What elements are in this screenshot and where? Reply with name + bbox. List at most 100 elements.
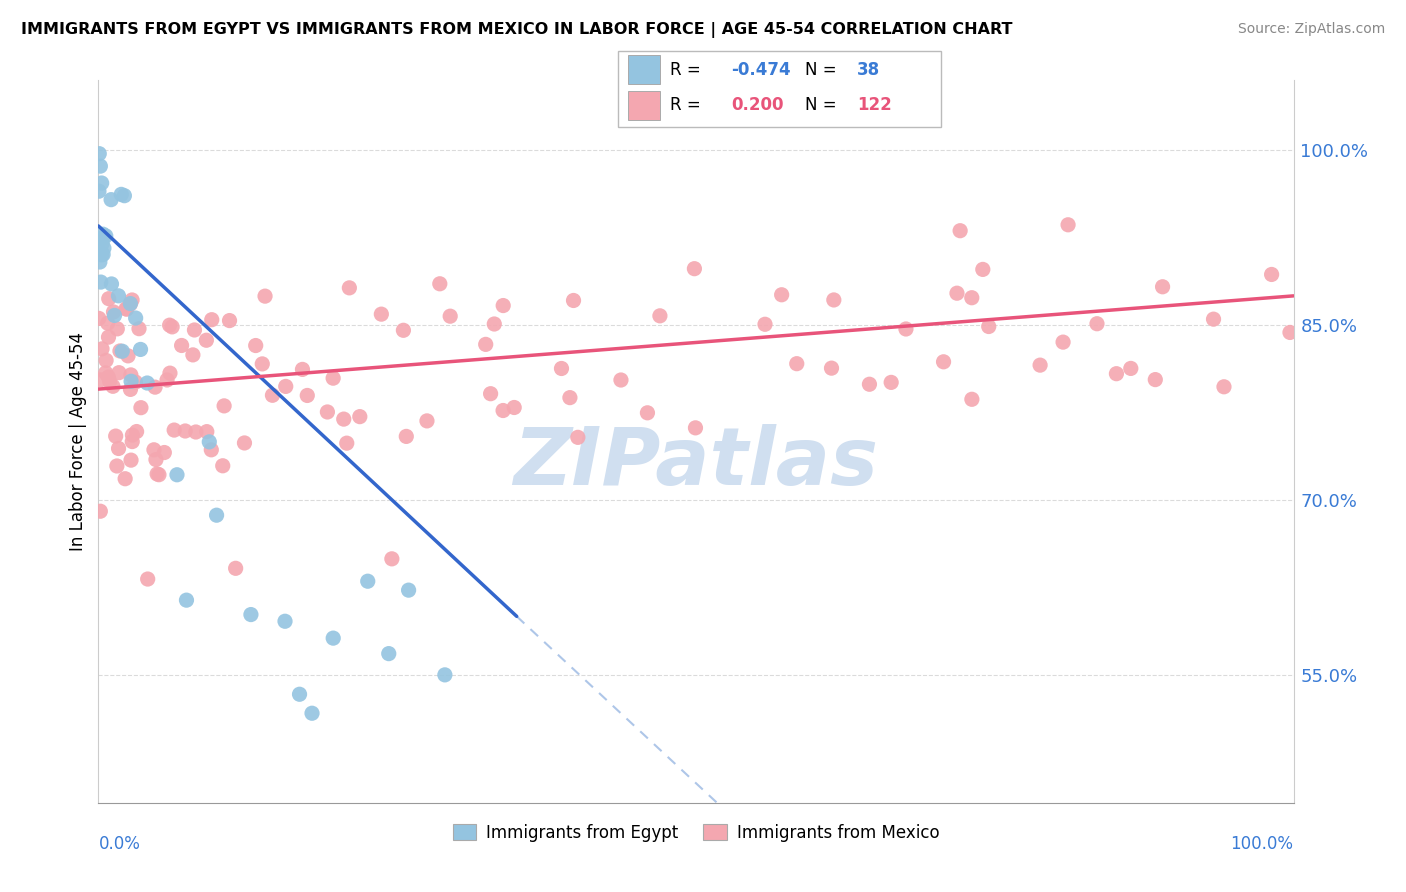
- Point: [90, 275, 112, 289]
- Point: [176, 593, 198, 607]
- Text: 100.0%: 100.0%: [1230, 835, 1294, 854]
- Point: [166, 467, 188, 482]
- Point: [337, 281, 360, 295]
- Point: [156, 373, 179, 387]
- Point: [770, 287, 793, 301]
- Point: [198, 434, 221, 449]
- Point: [120, 368, 142, 382]
- Point: [960, 291, 983, 305]
- Point: [121, 293, 143, 307]
- Point: [108, 343, 131, 358]
- Point: [120, 297, 142, 311]
- Point: [107, 289, 129, 303]
- Point: [112, 188, 135, 202]
- Point: [124, 375, 146, 389]
- Point: [146, 467, 169, 481]
- Point: [115, 302, 138, 317]
- Point: [170, 338, 193, 352]
- Point: [117, 349, 139, 363]
- Point: [1144, 373, 1167, 387]
- Point: [429, 277, 451, 291]
- Point: [416, 414, 439, 428]
- Point: [100, 193, 122, 207]
- Point: [291, 362, 314, 376]
- Point: [128, 321, 150, 335]
- Point: [648, 309, 671, 323]
- Point: [120, 374, 142, 388]
- Point: [195, 333, 218, 347]
- Point: [114, 472, 136, 486]
- Point: [89, 504, 111, 518]
- Point: [567, 430, 589, 444]
- Point: [1152, 279, 1174, 293]
- Point: [211, 458, 233, 473]
- Text: ZIPatlas: ZIPatlas: [513, 425, 879, 502]
- Point: [233, 436, 256, 450]
- Point: [322, 631, 344, 645]
- Point: [120, 296, 142, 310]
- Point: [392, 323, 415, 337]
- Point: [433, 668, 456, 682]
- Point: [98, 375, 121, 389]
- Point: [823, 293, 845, 307]
- Point: [181, 348, 204, 362]
- Point: [395, 429, 418, 443]
- Point: [91, 227, 114, 242]
- Point: [225, 561, 247, 575]
- Point: [89, 146, 111, 161]
- Point: [90, 176, 112, 190]
- Point: [120, 453, 142, 467]
- Point: [636, 406, 658, 420]
- Point: [398, 583, 420, 598]
- Point: [184, 425, 207, 439]
- Point: [129, 401, 152, 415]
- Point: [94, 228, 117, 243]
- Point: [322, 371, 344, 385]
- Point: [894, 322, 917, 336]
- Point: [880, 376, 903, 390]
- Point: [110, 187, 132, 202]
- Point: [195, 425, 218, 439]
- Point: [103, 305, 125, 319]
- Point: [239, 607, 262, 622]
- Point: [91, 236, 114, 251]
- Point: [949, 224, 972, 238]
- Point: [159, 318, 181, 333]
- Point: [301, 706, 323, 721]
- Point: [89, 255, 111, 269]
- Point: [946, 286, 969, 301]
- Point: [1260, 268, 1282, 282]
- Point: [316, 405, 339, 419]
- Point: [142, 442, 165, 457]
- Text: IMMIGRANTS FROM EGYPT VS IMMIGRANTS FROM MEXICO IN LABOR FORCE | AGE 45-54 CORRE: IMMIGRANTS FROM EGYPT VS IMMIGRANTS FROM…: [21, 22, 1012, 38]
- Point: [90, 373, 112, 387]
- Point: [1029, 358, 1052, 372]
- Point: [111, 344, 134, 359]
- Point: [107, 442, 129, 456]
- Point: [297, 388, 319, 402]
- Point: [786, 357, 808, 371]
- Point: [101, 379, 124, 393]
- Point: [550, 361, 572, 376]
- Point: [105, 322, 128, 336]
- Point: [254, 289, 277, 303]
- Point: [492, 403, 515, 417]
- Point: [205, 508, 228, 523]
- Point: [1105, 367, 1128, 381]
- Point: [932, 355, 955, 369]
- Point: [245, 338, 267, 352]
- Point: [136, 572, 159, 586]
- Point: [370, 307, 392, 321]
- Point: [200, 442, 222, 457]
- Point: [87, 311, 110, 326]
- Point: [503, 401, 526, 415]
- Point: [332, 412, 354, 426]
- Point: [252, 357, 274, 371]
- Y-axis label: In Labor Force | Age 45-54: In Labor Force | Age 45-54: [69, 332, 87, 551]
- Point: [610, 373, 633, 387]
- Point: [87, 184, 110, 198]
- Point: [129, 343, 152, 357]
- Text: Source: ZipAtlas.com: Source: ZipAtlas.com: [1237, 22, 1385, 37]
- Point: [262, 388, 284, 402]
- Point: [89, 159, 111, 173]
